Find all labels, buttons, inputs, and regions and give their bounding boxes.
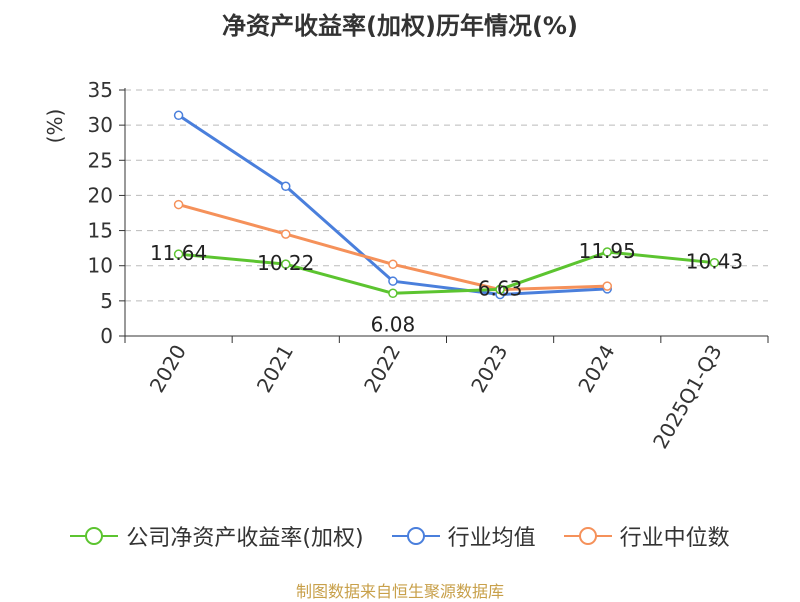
legend-item-industry-median[interactable]: 行业中位数 — [563, 520, 730, 552]
data-point-0 — [388, 288, 398, 299]
y-tick-label: 30 — [88, 113, 113, 137]
y-tick-label: 35 — [88, 78, 113, 102]
legend: 公司净资产收益率(加权) 行业均值 行业中位数 — [0, 520, 800, 552]
series-line-0 — [178, 250, 715, 295]
x-tick-label: 2024 — [573, 341, 619, 397]
data-label: 10.22 — [257, 251, 314, 275]
data-point-0 — [495, 284, 505, 295]
x-tick-label: 2025Q1-Q3 — [648, 341, 727, 453]
legend-marker-industry-median — [563, 527, 612, 545]
legend-label-industry-median: 行业中位数 — [619, 526, 730, 551]
chart-title: 净资产收益率(加权)历年情况(%) — [222, 12, 578, 40]
data-label: 11.64 — [150, 241, 207, 265]
x-tick-label: 2023 — [466, 341, 512, 397]
data-point-0 — [173, 249, 184, 259]
data-label: 6.63 — [478, 276, 523, 300]
data-point-0 — [281, 259, 291, 269]
legend-marker-company — [70, 527, 119, 545]
data-point-2 — [388, 259, 398, 270]
x-tick-label: 2022 — [359, 341, 405, 397]
legend-marker-industry-mean — [391, 527, 440, 545]
data-point-1 — [281, 181, 291, 192]
legend-label-industry-mean: 行业均值 — [447, 526, 536, 551]
y-tick-label: 5 — [100, 289, 113, 313]
y-tick-label: 20 — [88, 183, 113, 207]
data-source-note: 制图数据来自恒生聚源数据库 — [295, 582, 504, 601]
x-tick-label: 2020 — [145, 341, 191, 397]
data-label: 6.08 — [371, 312, 416, 336]
data-point-2 — [281, 229, 291, 239]
data-point-2 — [602, 281, 612, 291]
data-point-1 — [388, 276, 398, 286]
data-point-0 — [602, 247, 612, 257]
legend-item-company[interactable]: 公司净资产收益率(加权) — [70, 520, 364, 552]
series-lines — [173, 110, 720, 300]
data-label: 10.43 — [686, 250, 743, 274]
data-point-2 — [173, 199, 184, 210]
grid-lines — [125, 89, 768, 302]
y-tick-label: 15 — [88, 219, 113, 243]
legend-label-company: 公司净资产收益率(加权) — [126, 526, 364, 551]
x-tick-label: 2021 — [252, 341, 298, 397]
data-point-1 — [173, 110, 184, 121]
y-tick-label: 25 — [88, 148, 113, 172]
data-label: 11.95 — [579, 239, 636, 263]
data-point-0 — [709, 257, 720, 268]
y-axis-label: (%) — [43, 109, 67, 144]
y-tick-label: 10 — [88, 254, 113, 278]
y-tick-label: 0 — [100, 324, 113, 348]
legend-item-industry-mean[interactable]: 行业均值 — [391, 520, 536, 552]
data-labels: 11.64 10.22 6.08 6.63 11.95 10.43 — [150, 239, 743, 336]
